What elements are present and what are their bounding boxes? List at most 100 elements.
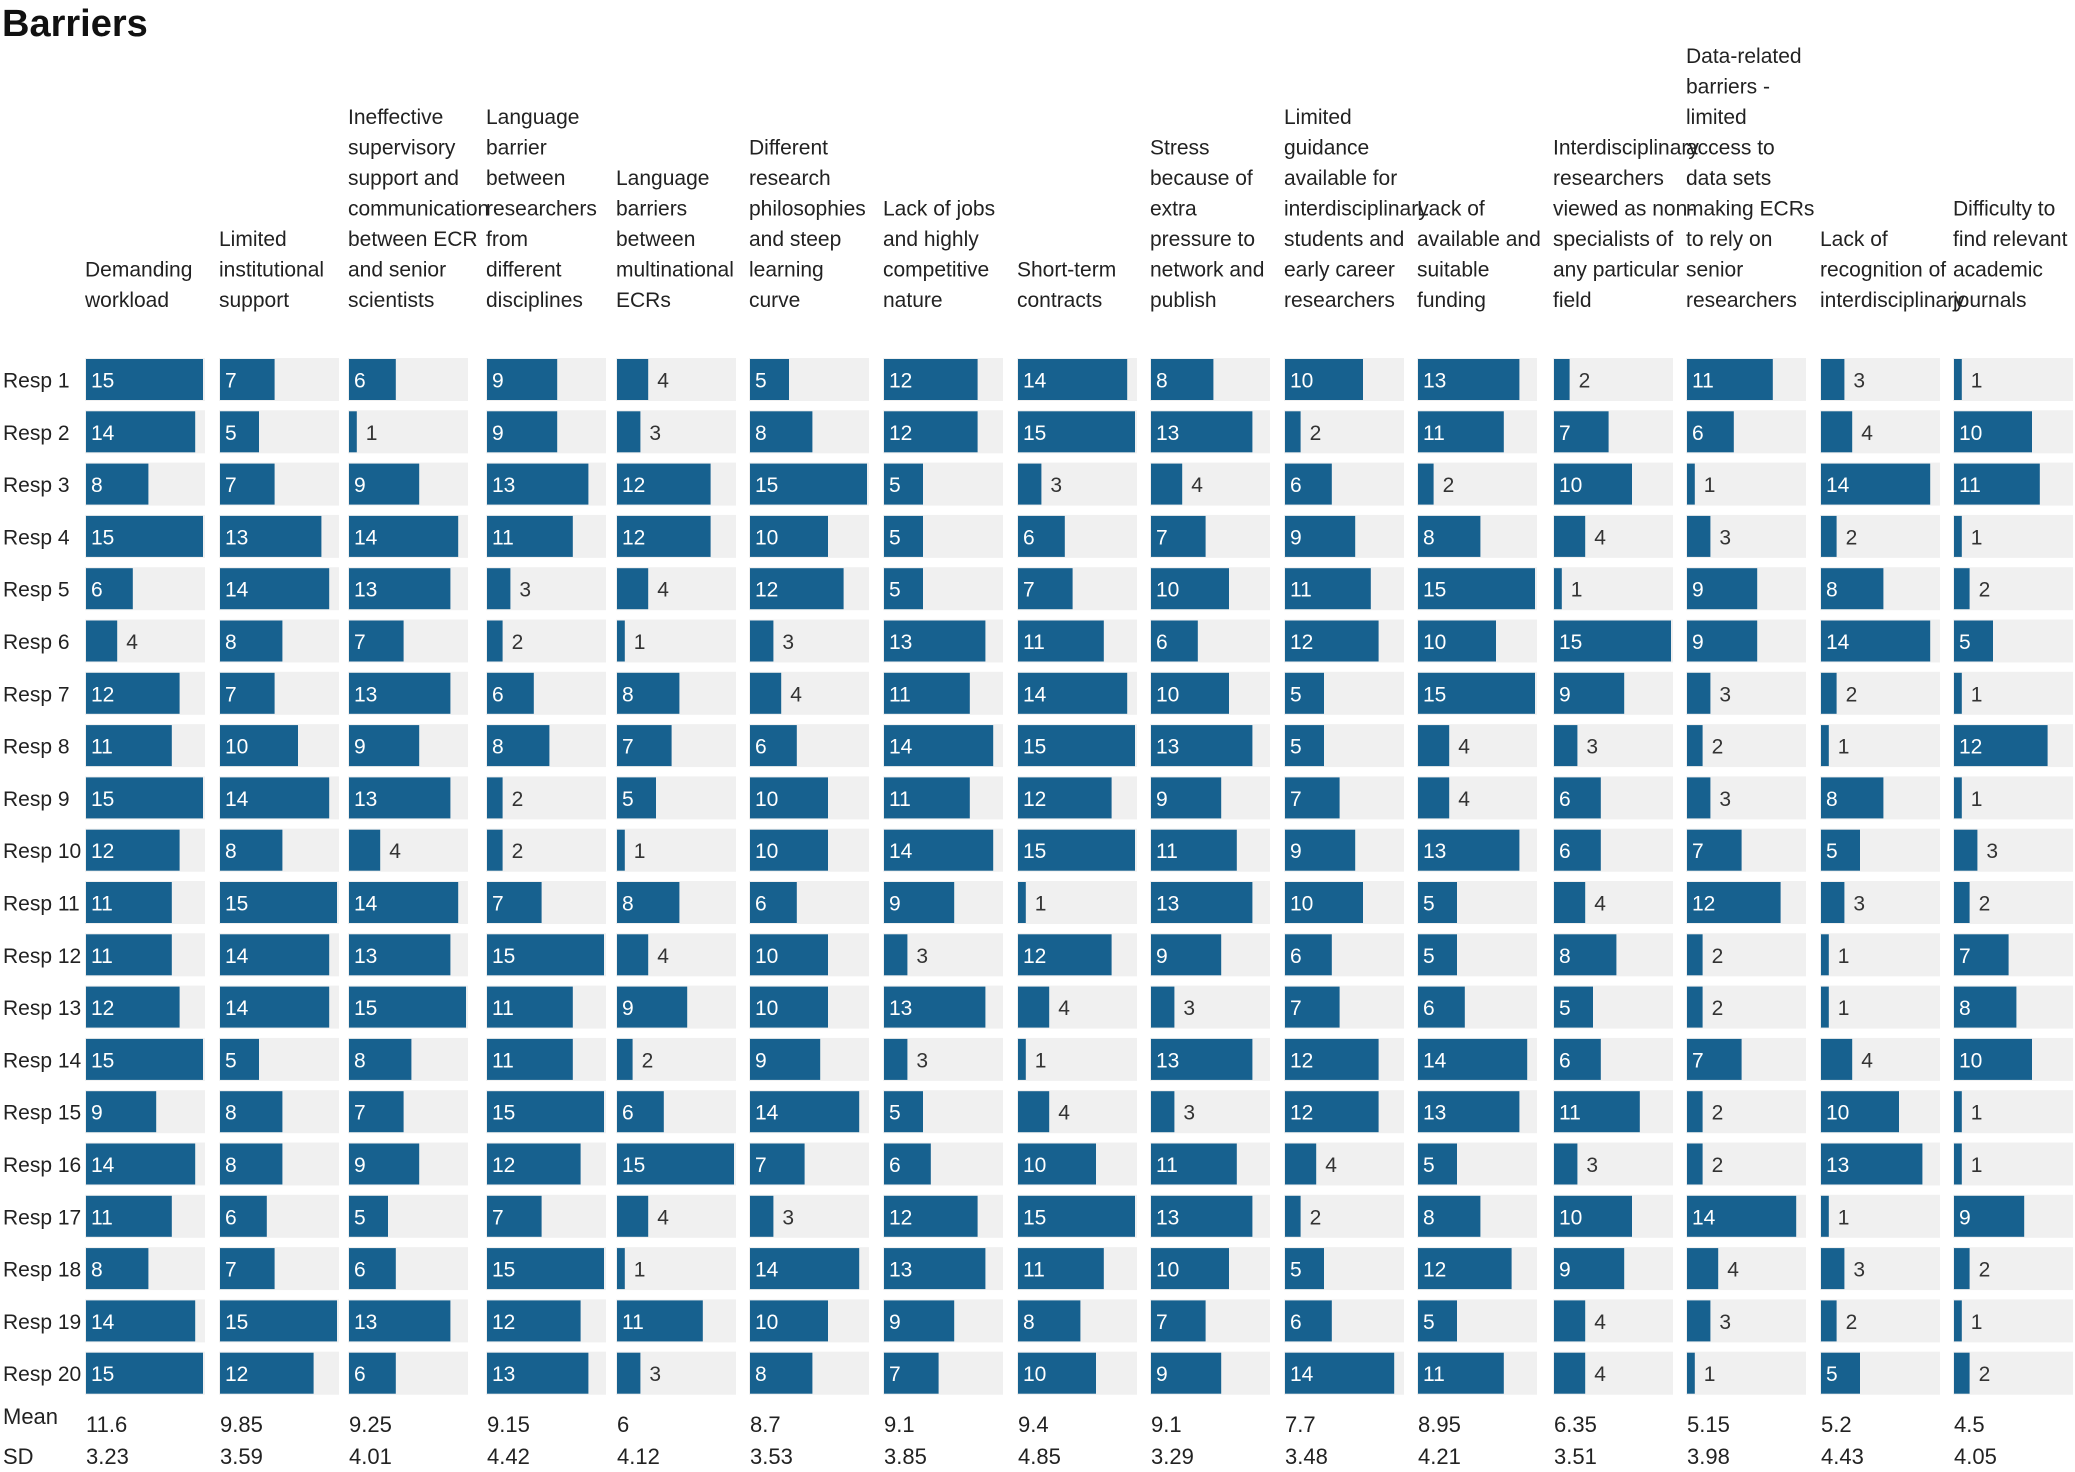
bar bbox=[617, 986, 688, 1028]
mean-value: 8.7 bbox=[750, 1412, 781, 1437]
bar bbox=[1018, 1038, 1026, 1080]
bar-value-label: 1 bbox=[1971, 1102, 1983, 1125]
bar-value-label: 5 bbox=[1423, 893, 1435, 916]
sd-value: 3.51 bbox=[1554, 1444, 1597, 1467]
bar bbox=[617, 1352, 641, 1394]
row-label: Resp 12 bbox=[3, 945, 81, 968]
bar bbox=[617, 725, 672, 767]
bar-value-label: 8 bbox=[1156, 370, 1168, 393]
bar bbox=[1151, 1248, 1229, 1290]
bar-value-label: 5 bbox=[1423, 1311, 1435, 1334]
bar bbox=[1285, 882, 1363, 923]
bar-value-label: 4 bbox=[1594, 526, 1606, 549]
bar bbox=[349, 986, 466, 1028]
bar-value-label: 6 bbox=[622, 1102, 634, 1125]
bar bbox=[617, 882, 680, 923]
bar bbox=[1418, 1195, 1481, 1237]
bar-value-label: 4 bbox=[657, 370, 669, 393]
bar-value-label: 11 bbox=[91, 945, 113, 968]
bar-value-label: 11 bbox=[91, 1206, 113, 1229]
bar-value-label: 4 bbox=[1594, 893, 1606, 916]
bar-value-label: 15 bbox=[492, 1102, 515, 1125]
bar-value-label: 7 bbox=[354, 631, 366, 654]
bar bbox=[1554, 1091, 1640, 1133]
bar-value-label: 4 bbox=[1861, 422, 1873, 445]
bar bbox=[1687, 1143, 1703, 1185]
bar bbox=[884, 672, 970, 714]
bar-value-label: 7 bbox=[492, 1206, 504, 1229]
bar bbox=[86, 1300, 196, 1342]
bar bbox=[750, 515, 828, 557]
bar-value-label: 15 bbox=[492, 1259, 515, 1282]
bar-value-label: 8 bbox=[1559, 945, 1571, 968]
bar bbox=[220, 1091, 283, 1133]
summary-label: Mean bbox=[3, 1404, 58, 1429]
bar-value-label: 7 bbox=[354, 1102, 366, 1125]
bar bbox=[349, 568, 451, 610]
bar bbox=[349, 1300, 451, 1342]
bar-value-label: 5 bbox=[889, 474, 901, 497]
bar bbox=[86, 1143, 196, 1185]
bar bbox=[1687, 359, 1773, 400]
bar bbox=[1151, 934, 1222, 976]
bar bbox=[1687, 463, 1695, 505]
mean-value: 9.85 bbox=[220, 1412, 263, 1437]
bar bbox=[884, 568, 923, 610]
bar bbox=[86, 829, 180, 871]
bar-value-label: 14 bbox=[889, 840, 913, 863]
column-header: Limited institutional support bbox=[219, 228, 324, 312]
bar bbox=[1285, 1195, 1301, 1237]
bar bbox=[220, 1248, 275, 1290]
bar-value-label: 13 bbox=[354, 579, 377, 602]
bar-value-label: 1 bbox=[634, 631, 646, 654]
bar bbox=[1954, 1195, 2025, 1237]
bar bbox=[617, 515, 711, 557]
bar bbox=[1687, 568, 1758, 610]
bar bbox=[617, 359, 649, 400]
bar bbox=[487, 1038, 573, 1080]
bar-value-label: 9 bbox=[1559, 683, 1571, 706]
bar bbox=[487, 725, 550, 767]
bar bbox=[884, 1195, 978, 1237]
bar bbox=[349, 1352, 396, 1394]
bar bbox=[487, 934, 604, 976]
bar bbox=[1687, 672, 1711, 714]
bar bbox=[1554, 1352, 1586, 1394]
bar bbox=[1018, 672, 1128, 714]
bar-value-label: 9 bbox=[354, 1154, 366, 1177]
bar bbox=[1687, 1038, 1742, 1080]
bar-value-label: 15 bbox=[755, 474, 778, 497]
bar-value-label: 5 bbox=[889, 1102, 901, 1125]
bar-value-label: 7 bbox=[1559, 422, 1571, 445]
bar-value-label: 11 bbox=[889, 683, 911, 706]
bar bbox=[86, 411, 196, 453]
mean-value: 9.1 bbox=[884, 1412, 915, 1437]
bar-value-label: 15 bbox=[91, 526, 114, 549]
bar-value-label: 9 bbox=[1156, 788, 1168, 811]
bar-value-label: 1 bbox=[1838, 945, 1850, 968]
row-label: Resp 15 bbox=[3, 1102, 81, 1125]
bar bbox=[1418, 1248, 1512, 1290]
bar bbox=[86, 725, 172, 767]
bar-value-label: 15 bbox=[1023, 840, 1046, 863]
bar bbox=[884, 620, 986, 662]
bar-value-label: 11 bbox=[1692, 370, 1714, 393]
bar-value-label: 1 bbox=[1971, 788, 1983, 811]
bar bbox=[1151, 882, 1253, 923]
bar bbox=[1018, 620, 1104, 662]
bar bbox=[750, 1143, 805, 1185]
bar bbox=[349, 1195, 388, 1237]
sd-value: 3.53 bbox=[750, 1444, 793, 1467]
bar-value-label: 13 bbox=[1423, 370, 1446, 393]
bar bbox=[349, 620, 404, 662]
bar-value-label: 3 bbox=[649, 1363, 661, 1386]
bar bbox=[1821, 1300, 1837, 1342]
bar-value-label: 2 bbox=[1579, 370, 1591, 393]
bar-value-label: 3 bbox=[916, 945, 928, 968]
bar bbox=[617, 620, 625, 662]
bar bbox=[220, 620, 283, 662]
column-header: Short-term contracts bbox=[1017, 259, 1116, 313]
bar bbox=[86, 1038, 203, 1080]
bar bbox=[1418, 829, 1520, 871]
bar bbox=[750, 1352, 813, 1394]
